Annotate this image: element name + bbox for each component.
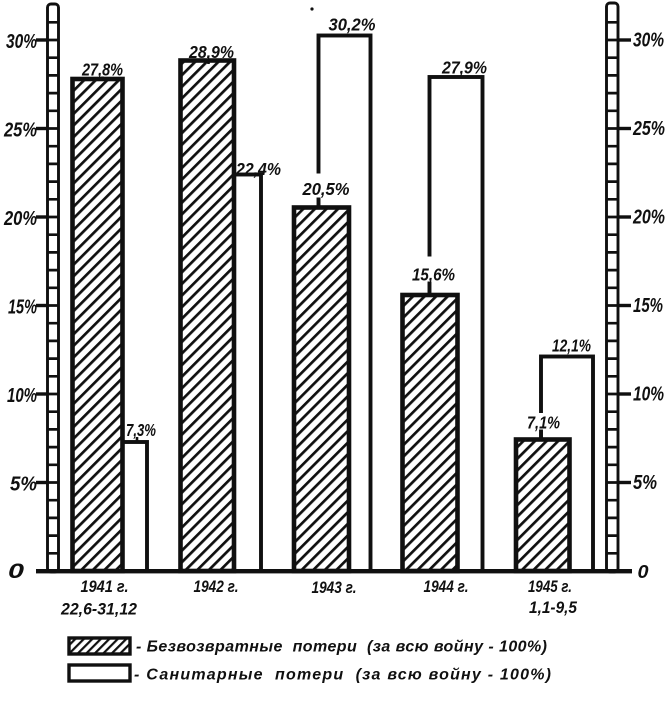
svg-text:15%: 15% — [8, 297, 37, 319]
svg-text:22,6-31,12: 22,6-31,12 — [60, 601, 137, 619]
svg-text:1944 г.: 1944 г. — [424, 578, 469, 596]
svg-text:12,1%: 12,1% — [552, 336, 591, 356]
svg-text:20,5%: 20,5% — [302, 179, 350, 199]
svg-text:10%: 10% — [633, 384, 664, 406]
svg-text:27,8%: 27,8% — [81, 60, 123, 80]
svg-text:10%: 10% — [7, 385, 37, 407]
svg-text:25%: 25% — [632, 118, 665, 140]
svg-text:22,4%: 22,4% — [235, 159, 281, 179]
svg-text:1942 г.: 1942 г. — [194, 578, 239, 596]
svg-text:30%: 30% — [633, 30, 664, 52]
svg-text:0: 0 — [8, 560, 24, 583]
svg-text:20%: 20% — [632, 207, 665, 229]
svg-text:30%: 30% — [6, 31, 37, 53]
svg-text:1941 г.: 1941 г. — [81, 578, 129, 596]
svg-text:0: 0 — [638, 562, 649, 582]
svg-text:- Санитарные потери (за всю: - Санитарные потери (за всю войну - 100%… — [134, 667, 551, 684]
svg-text:25%: 25% — [3, 120, 37, 142]
svg-text:28,9%: 28,9% — [188, 42, 234, 62]
svg-text:27,9%: 27,9% — [441, 58, 487, 78]
svg-text:15%: 15% — [633, 295, 663, 317]
svg-text:1,1-9,5: 1,1-9,5 — [529, 599, 578, 617]
svg-text:- Безвозвратные потери (за в: - Безвозвратные потери (за всю войну - 1… — [136, 639, 547, 656]
svg-text:7,1%: 7,1% — [527, 413, 560, 433]
svg-text:20%: 20% — [3, 208, 37, 230]
svg-text:15,6%: 15,6% — [412, 265, 455, 285]
svg-text:5%: 5% — [633, 472, 657, 494]
svg-text:5%: 5% — [10, 474, 37, 496]
svg-text:7,3%: 7,3% — [126, 420, 156, 440]
svg-text:1943 г.: 1943 г. — [312, 579, 357, 597]
svg-text:30,2%: 30,2% — [329, 15, 376, 35]
svg-text:1945 г.: 1945 г. — [528, 578, 572, 596]
